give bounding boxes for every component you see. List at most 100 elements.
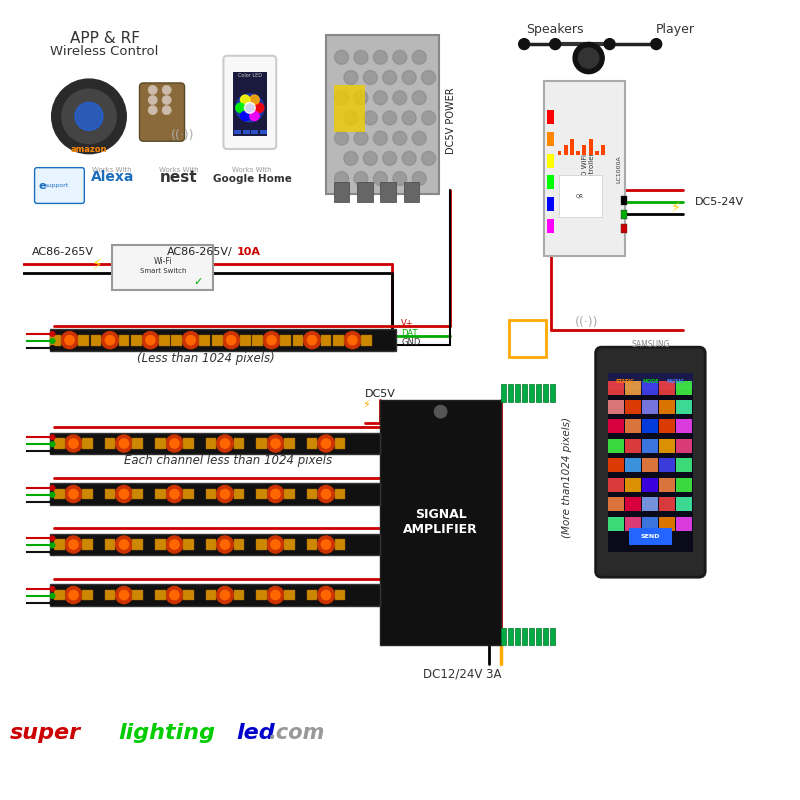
Circle shape — [50, 499, 54, 504]
Circle shape — [412, 90, 426, 105]
Circle shape — [604, 38, 615, 50]
Bar — [159, 334, 170, 346]
Bar — [133, 590, 143, 601]
Circle shape — [422, 111, 435, 125]
FancyBboxPatch shape — [139, 83, 185, 142]
Circle shape — [217, 435, 234, 452]
Bar — [608, 373, 693, 390]
Bar — [622, 196, 627, 205]
Bar — [570, 139, 574, 155]
Bar — [625, 381, 641, 394]
Circle shape — [363, 70, 378, 85]
Text: nest: nest — [159, 170, 197, 185]
Text: e: e — [38, 181, 46, 190]
Circle shape — [115, 435, 133, 452]
Circle shape — [374, 131, 387, 145]
Bar — [522, 628, 527, 645]
Circle shape — [422, 151, 435, 166]
Bar — [54, 539, 65, 550]
Circle shape — [354, 90, 368, 105]
Bar — [90, 334, 102, 346]
Bar — [133, 489, 143, 499]
Text: Each channel less than 1024 pixels: Each channel less than 1024 pixels — [124, 454, 332, 467]
Circle shape — [382, 111, 397, 125]
Text: Works With: Works With — [232, 167, 272, 173]
Circle shape — [402, 70, 416, 85]
Bar — [82, 539, 93, 550]
Bar — [564, 145, 568, 155]
Circle shape — [75, 102, 103, 130]
Bar — [50, 584, 380, 606]
Bar — [608, 497, 624, 511]
Bar — [50, 483, 380, 505]
Bar — [133, 438, 143, 449]
Bar — [608, 517, 624, 530]
Bar — [659, 419, 675, 434]
Bar — [50, 534, 380, 555]
Bar — [183, 539, 194, 550]
Bar — [515, 385, 520, 402]
Bar — [622, 210, 627, 219]
Circle shape — [334, 171, 349, 186]
Text: led: led — [237, 722, 275, 742]
Circle shape — [166, 435, 183, 452]
Circle shape — [344, 111, 358, 125]
Bar — [676, 400, 692, 414]
Bar — [582, 145, 586, 155]
Circle shape — [115, 486, 133, 502]
Bar — [608, 373, 693, 551]
Circle shape — [363, 151, 378, 166]
Text: DC5V: DC5V — [365, 389, 396, 398]
Circle shape — [322, 540, 330, 549]
Circle shape — [50, 435, 54, 440]
Text: Alexa: Alexa — [90, 170, 134, 184]
Circle shape — [142, 332, 159, 349]
Text: ✓: ✓ — [193, 277, 202, 287]
Bar — [676, 381, 692, 394]
Circle shape — [518, 38, 530, 50]
Bar — [256, 489, 267, 499]
Circle shape — [236, 103, 245, 113]
Text: DC5-24V: DC5-24V — [695, 197, 744, 207]
Circle shape — [267, 435, 284, 452]
Bar — [559, 174, 602, 218]
Circle shape — [393, 131, 407, 145]
Bar — [155, 489, 166, 499]
Bar — [550, 628, 555, 645]
Bar — [659, 381, 675, 394]
Bar — [155, 438, 166, 449]
Bar — [522, 385, 527, 402]
Bar — [118, 334, 130, 346]
Bar — [334, 86, 365, 132]
Circle shape — [354, 131, 368, 145]
Text: AC86-265V/: AC86-265V/ — [167, 247, 233, 258]
Bar — [155, 539, 166, 550]
Text: MUSIC: MUSIC — [667, 379, 685, 384]
Circle shape — [162, 95, 171, 105]
Bar — [306, 539, 318, 550]
FancyBboxPatch shape — [596, 347, 705, 577]
Circle shape — [393, 90, 407, 105]
Circle shape — [170, 439, 179, 448]
Circle shape — [50, 449, 54, 454]
Circle shape — [241, 95, 250, 105]
Bar — [105, 438, 115, 449]
Bar — [608, 400, 624, 414]
Bar — [234, 489, 244, 499]
Circle shape — [119, 590, 129, 600]
Bar — [284, 539, 295, 550]
Circle shape — [50, 543, 54, 548]
Circle shape — [263, 332, 280, 349]
Bar — [54, 489, 65, 499]
Circle shape — [344, 151, 358, 166]
Text: (Less than 1024 pixels): (Less than 1024 pixels) — [137, 352, 274, 366]
Bar — [306, 590, 318, 601]
Circle shape — [374, 90, 387, 105]
Bar — [508, 385, 514, 402]
Bar — [361, 334, 372, 346]
Text: amazon: amazon — [70, 146, 107, 154]
Bar — [234, 130, 242, 134]
Circle shape — [166, 586, 183, 603]
Bar — [171, 334, 182, 346]
Circle shape — [50, 493, 54, 497]
